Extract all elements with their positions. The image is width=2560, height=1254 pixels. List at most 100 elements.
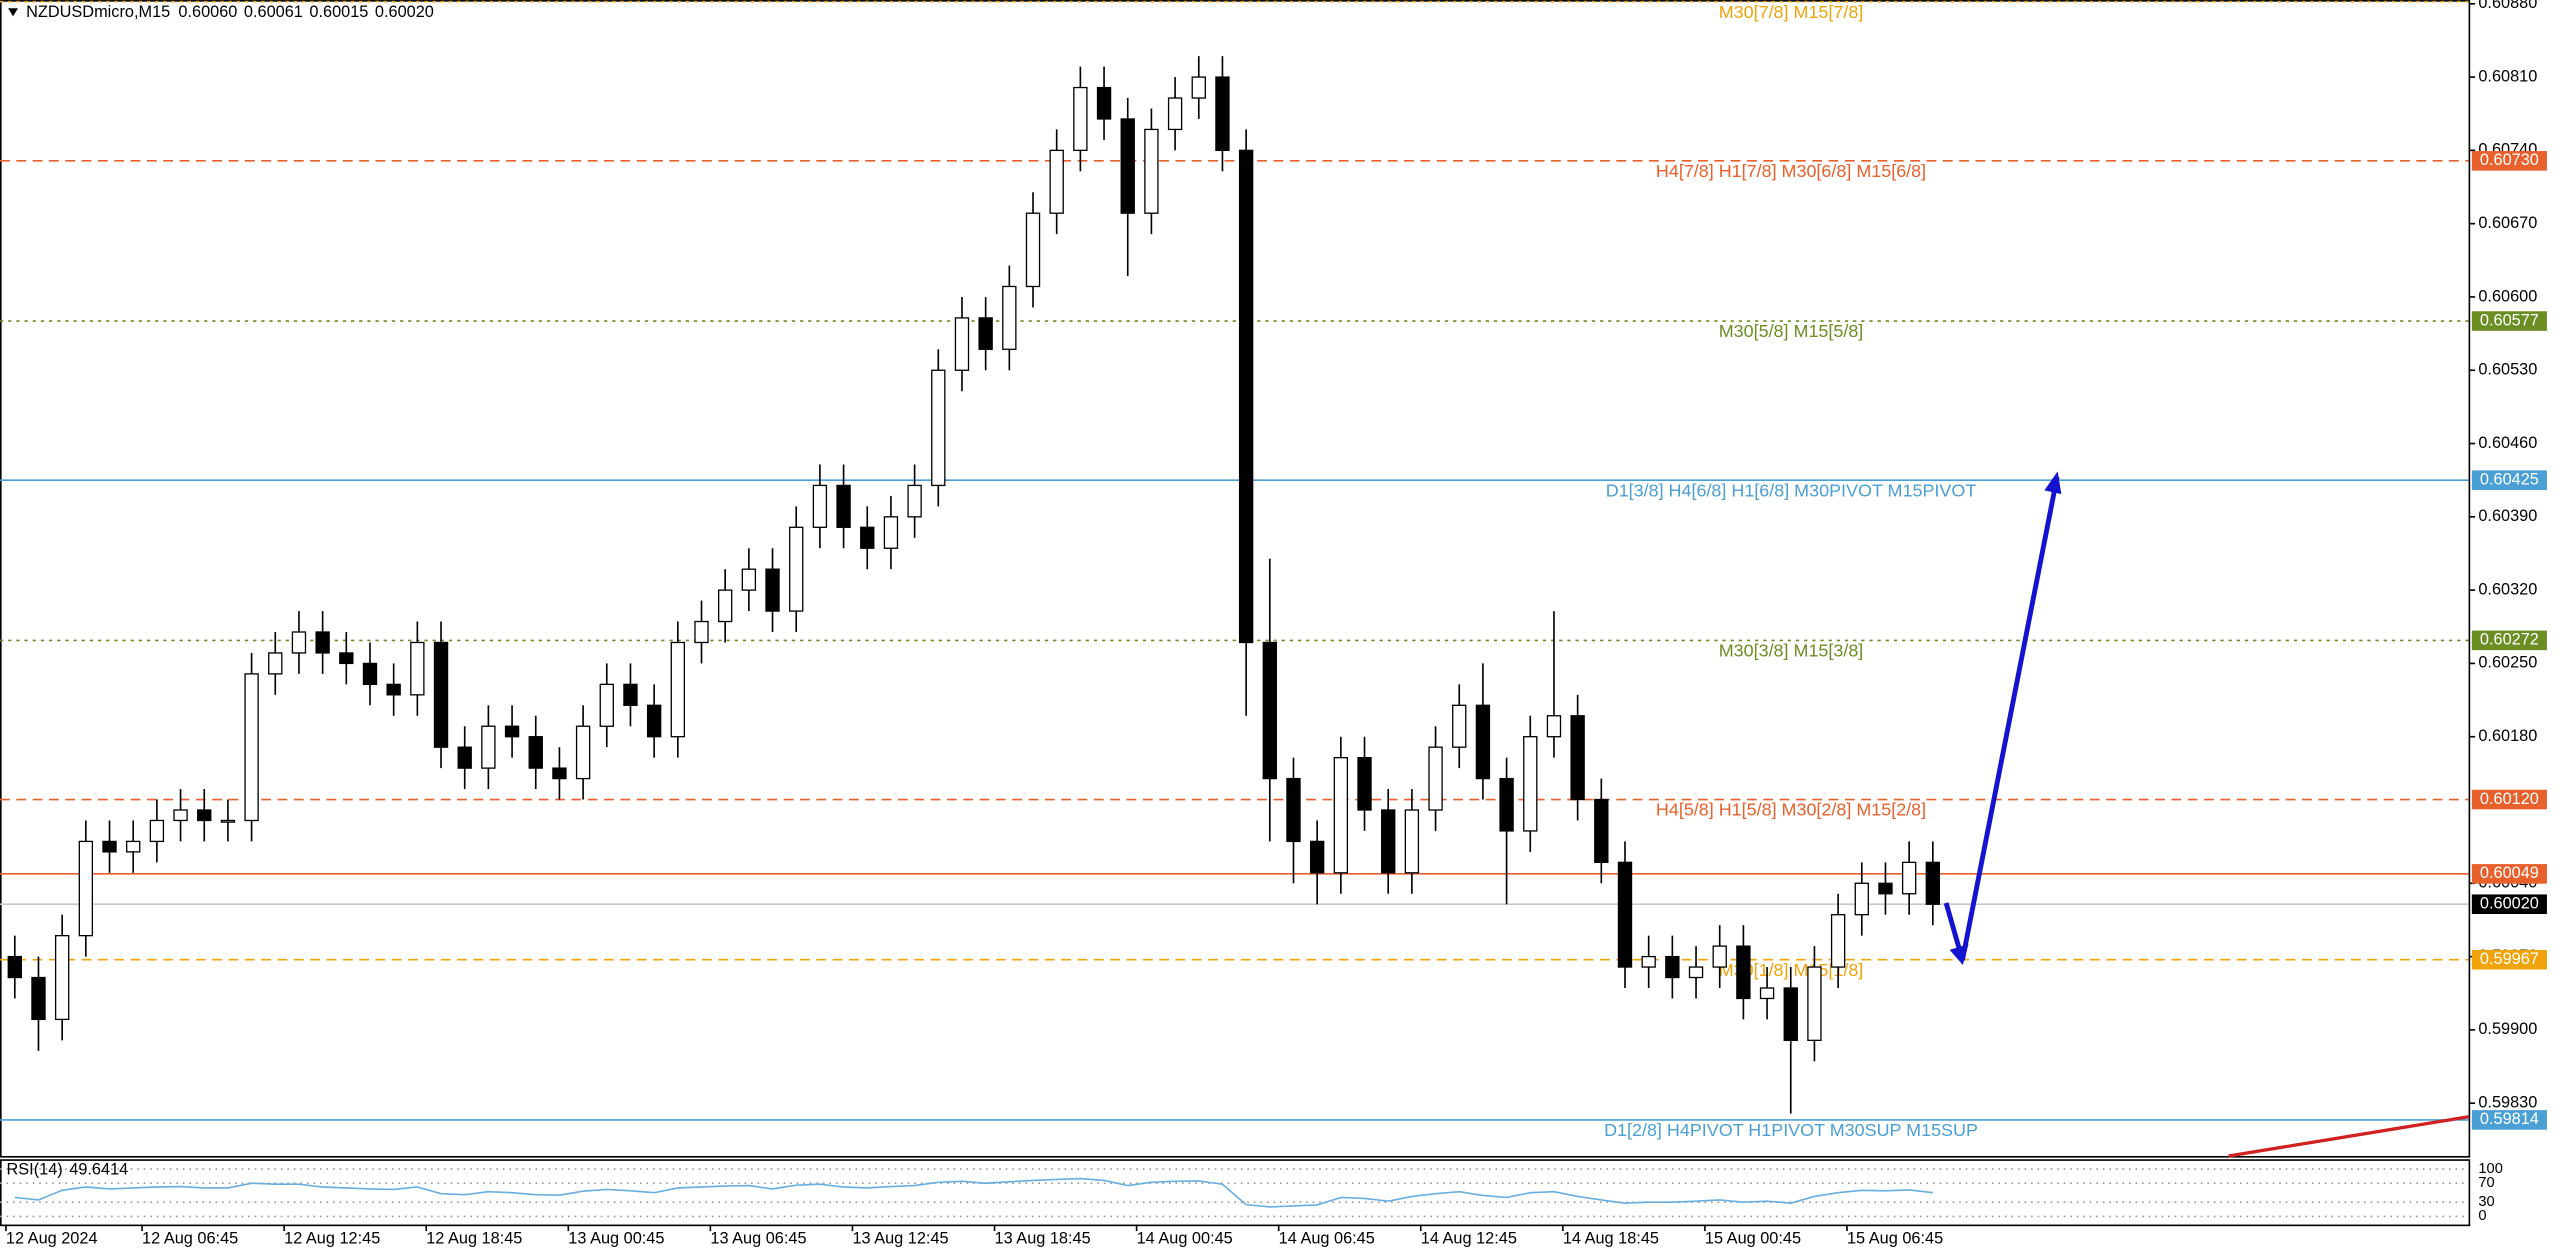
x-tick-label: 13 Aug 12:45 <box>852 1230 948 1248</box>
y-tick-label: 0.59830 <box>2478 1093 2537 1111</box>
symbol: NZDUSDmicro,M15 <box>26 3 170 21</box>
candle-body <box>812 484 828 528</box>
rsi-panel-border <box>0 1159 2471 1227</box>
candle-body <box>836 484 851 528</box>
x-tick-label: 13 Aug 18:45 <box>995 1230 1091 1248</box>
price-box <box>2471 1110 2547 1130</box>
candle-body <box>31 976 46 1021</box>
candle-body <box>386 683 401 696</box>
menu-triangle[interactable] <box>8 8 18 17</box>
candle-body <box>1594 798 1609 864</box>
candle-body <box>173 809 188 822</box>
price-box-label: 0.60425 <box>2480 470 2539 488</box>
quote-low: 0.60015 <box>309 3 368 21</box>
y-tick-label: 0.60880 <box>2478 0 2537 12</box>
level-label: D1[3/8] H4[6/8] H1[6/8] M30PIVOT M15PIVO… <box>1606 480 1977 500</box>
price-box-label: 0.60577 <box>2480 311 2539 329</box>
candle-body <box>1238 149 1254 644</box>
x-tick-label: 14 Aug 00:45 <box>1137 1230 1233 1248</box>
quote-high: 0.60061 <box>244 3 303 21</box>
candle-body <box>1333 756 1349 874</box>
candle-body <box>102 840 117 853</box>
candle-body <box>1381 809 1396 874</box>
candle-body <box>1901 861 1917 895</box>
candle-body <box>931 369 946 487</box>
price-box <box>2471 151 2547 171</box>
candle-body <box>1617 861 1633 968</box>
candle-body <box>149 819 165 843</box>
candle-body <box>1096 86 1112 120</box>
price-box <box>2471 789 2547 810</box>
candle-body <box>1712 945 1727 968</box>
candle-body <box>1215 76 1230 152</box>
candle-body <box>1878 882 1893 895</box>
candle-body <box>433 641 449 748</box>
candle-body <box>1167 97 1183 131</box>
price-box <box>2471 949 2547 970</box>
candle-body <box>1523 736 1538 832</box>
x-tick-label: 12 Aug 12:45 <box>284 1230 380 1248</box>
level-label: M30[5/8] M15[5/8] <box>1719 321 1864 341</box>
candle-body <box>1025 212 1041 288</box>
candle-body <box>244 673 259 822</box>
candle-body <box>1262 641 1277 780</box>
y-tick-label: 0.59900 <box>2478 1020 2537 1038</box>
rsi-tick-label: 70 <box>2478 1175 2494 1191</box>
candles <box>7 56 1941 1114</box>
levels: M30[7/8] M15[7/8] H4[7/8] H1[7/8] M30[6/8… <box>0 0 2469 1140</box>
rsi-value: 49.6414 <box>69 1161 128 1179</box>
candle-body <box>789 526 804 612</box>
quote-open: 0.60060 <box>178 3 237 21</box>
candle-body <box>7 955 22 979</box>
price-box-label: 0.60120 <box>2480 790 2539 808</box>
level-label: M30[7/8] M15[7/8] <box>1719 2 1864 22</box>
candle-body <box>126 840 141 853</box>
x-tick-label: 12 Aug 06:45 <box>142 1230 238 1248</box>
x-tick-label: 13 Aug 00:45 <box>568 1230 664 1248</box>
price-box <box>2471 470 2547 490</box>
candle-body <box>1452 704 1467 748</box>
x-tick-label: 15 Aug 06:45 <box>1847 1230 1943 1248</box>
x-tick-label: 14 Aug 06:45 <box>1279 1230 1375 1248</box>
candle-body <box>1475 704 1491 780</box>
candle-body <box>1499 777 1514 832</box>
candle-body <box>1830 914 1846 968</box>
candle-body <box>575 725 591 780</box>
x-tick-label: 12 Aug 18:45 <box>426 1230 522 1248</box>
header: NZDUSDmicro,M15 0.60060 0.60061 0.60015 0.60… <box>26 3 434 21</box>
trend-line <box>2228 1115 2469 1158</box>
candle-body <box>1688 966 1704 979</box>
candle-body <box>1357 756 1372 811</box>
x-tick-label: 14 Aug 18:45 <box>1563 1230 1659 1248</box>
candle-body <box>457 746 472 769</box>
price-box <box>2471 864 2547 884</box>
level-label: D1[2/8] H4PIVOT H1PIVOT M30SUP M15SUP <box>1604 1120 1978 1140</box>
candle-body <box>291 631 307 654</box>
candle-body <box>268 652 283 675</box>
x-tick-label: 12 Aug 2024 <box>6 1230 98 1248</box>
candle-body <box>315 631 330 654</box>
y-tick-label: 0.60320 <box>2478 580 2537 598</box>
level-label: H4[7/8] H1[7/8] M30[6/8] M15[6/8] <box>1656 161 1926 181</box>
candle-body <box>717 589 733 623</box>
x-tick-label: 14 Aug 12:45 <box>1421 1230 1517 1248</box>
level-label: M30[3/8] M15[3/8] <box>1719 641 1864 661</box>
candle-body <box>220 819 236 823</box>
y-tick-label: 0.60600 <box>2478 287 2537 305</box>
candle-body <box>1546 715 1562 738</box>
rsi-header: RSI(14) 49.6414 <box>7 1161 129 1179</box>
current-price-label: 0.60020 <box>2480 895 2539 913</box>
candle-body <box>741 568 757 591</box>
candle-body <box>623 683 638 706</box>
candle-body <box>694 620 709 644</box>
candle-body <box>954 317 970 371</box>
candle-body <box>883 516 899 549</box>
y-tick-label: 0.60460 <box>2478 434 2537 452</box>
candle-body <box>907 484 922 518</box>
y-tick-label: 0.60180 <box>2478 727 2537 745</box>
price-box <box>2471 311 2547 331</box>
candle-body <box>670 641 686 738</box>
